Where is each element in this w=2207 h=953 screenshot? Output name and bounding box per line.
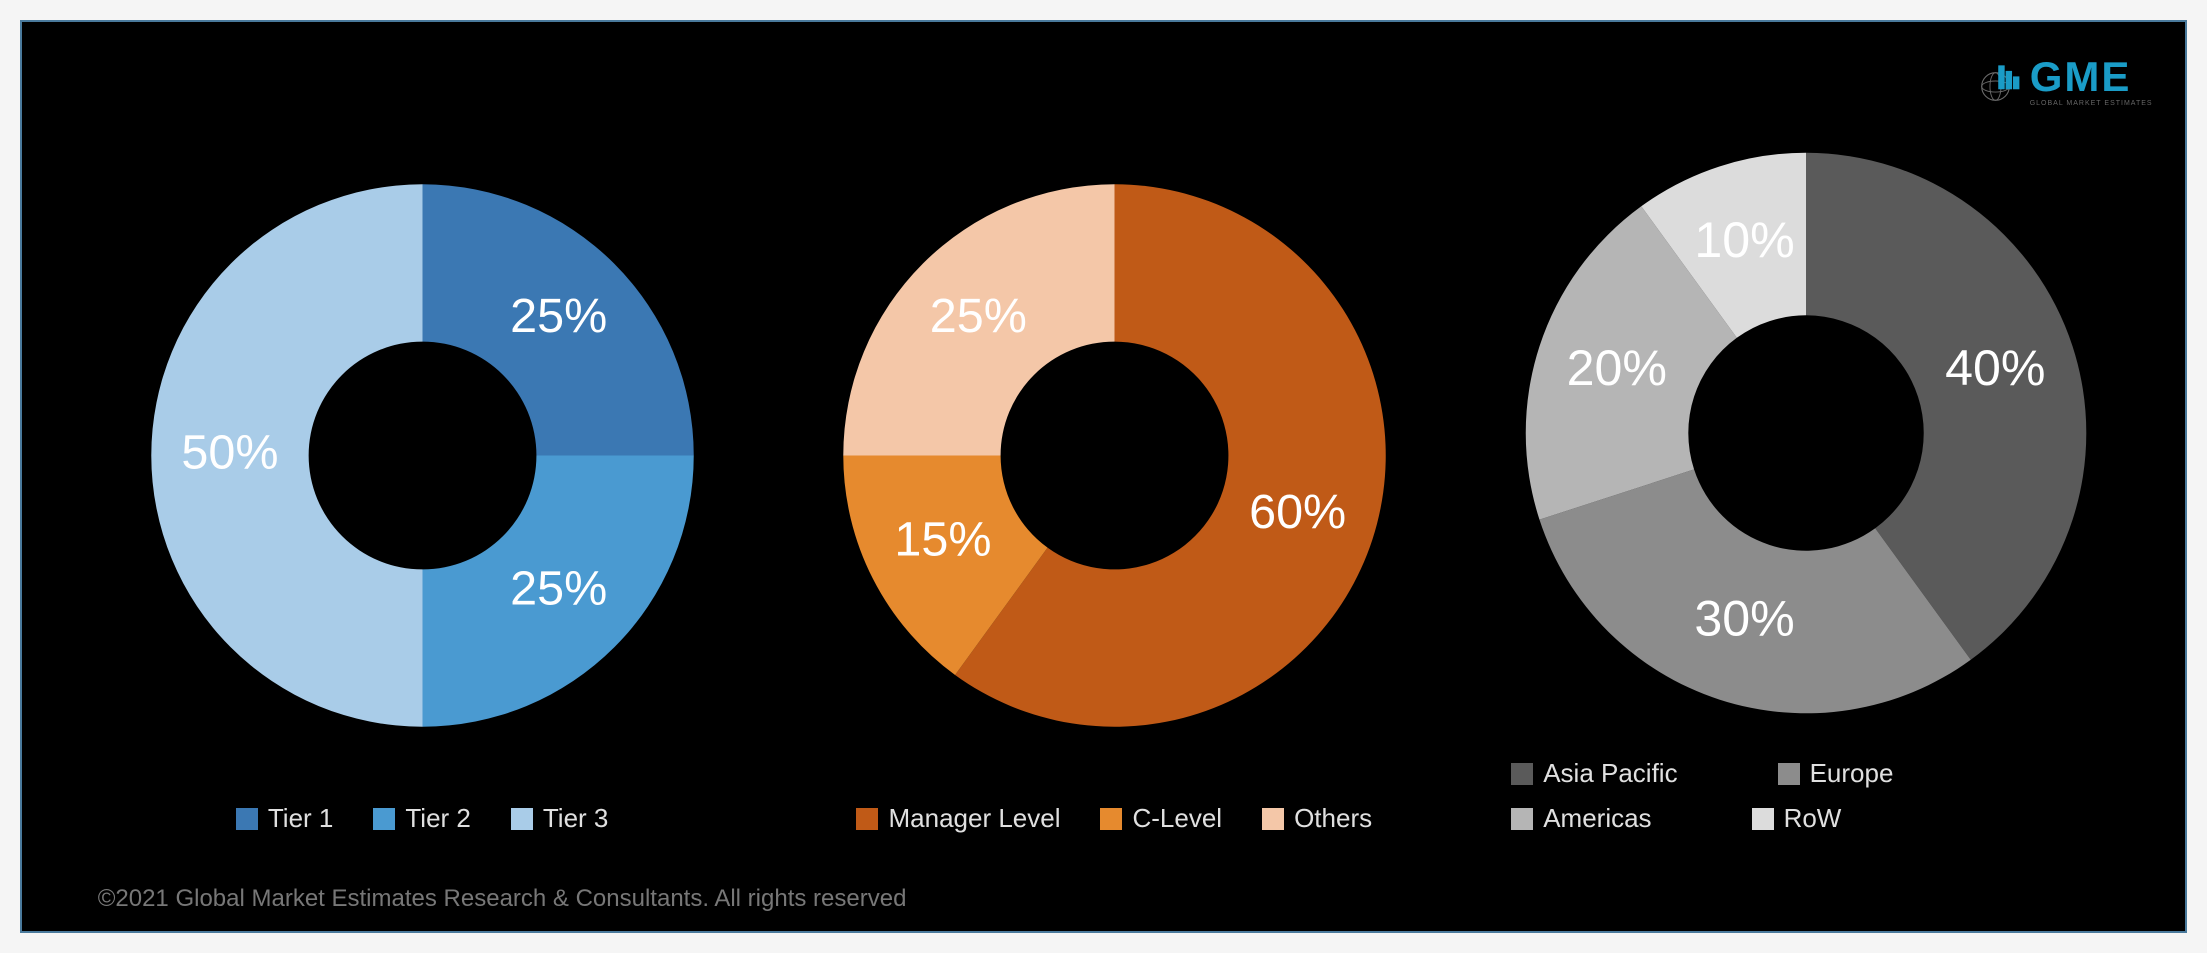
slice-percent-label: 20% <box>1567 339 1667 395</box>
copyright-text: ©2021 Global Market Estimates Research &… <box>98 885 907 913</box>
legend-swatch <box>1100 808 1122 830</box>
legend-levels: Manager Level C-Level Others <box>790 797 1439 840</box>
slice-percent-label: 40% <box>1946 339 2046 395</box>
donut-chart-tiers: 25% 25% 50% Tier 1 Tier 2 Tier 3 <box>98 113 747 840</box>
legend-swatch <box>1778 763 1800 785</box>
legend-item: Europe <box>1778 758 1894 789</box>
legend-swatch <box>373 808 395 830</box>
legend-label: Europe <box>1810 758 1894 789</box>
legend-label: C-Level <box>1132 803 1222 834</box>
slice-percent-label: 60% <box>1249 484 1346 538</box>
legend-label: Tier 3 <box>543 803 609 834</box>
logo-text: GME <box>2030 56 2153 98</box>
slice-percent-label: 15% <box>894 512 991 566</box>
legend-item: Americas <box>1511 803 1651 834</box>
legend-label: Others <box>1294 803 1372 834</box>
logo-subtext: GLOBAL MARKET ESTIMATES <box>2030 100 2153 107</box>
slice-percent-label: 50% <box>181 425 278 479</box>
slice-percent-label: 25% <box>510 561 607 615</box>
legend-swatch <box>1752 808 1774 830</box>
legend-item: Manager Level <box>856 803 1060 834</box>
legend-item: Tier 2 <box>373 803 471 834</box>
legend-label: Tier 2 <box>405 803 471 834</box>
slice-percent-label: 30% <box>1695 590 1795 646</box>
slice-percent-label: 10% <box>1695 212 1795 268</box>
legend-swatch <box>236 808 258 830</box>
legend-item: RoW <box>1752 803 1842 834</box>
legend-swatch <box>856 808 878 830</box>
slice-percent-label: 25% <box>930 289 1027 343</box>
legend-label: RoW <box>1784 803 1842 834</box>
slice-percent-label: 25% <box>510 289 607 343</box>
legend-label: Manager Level <box>888 803 1060 834</box>
legend-swatch <box>1262 808 1284 830</box>
legend-label: Asia Pacific <box>1543 758 1677 789</box>
legend-tiers: Tier 1 Tier 2 Tier 3 <box>98 797 747 840</box>
chart-frame: GME GLOBAL MARKET ESTIMATES 25% 25% 50% Ti… <box>20 20 2187 933</box>
legend-swatch <box>1511 808 1533 830</box>
legend-item: Tier 3 <box>511 803 609 834</box>
legend-swatch <box>1511 763 1533 785</box>
legend-swatch <box>511 808 533 830</box>
legend-label: Tier 1 <box>268 803 334 834</box>
globe-building-icon <box>1978 58 2024 104</box>
brand-logo: GME GLOBAL MARKET ESTIMATES <box>1978 40 2153 122</box>
legend-item: Others <box>1262 803 1372 834</box>
legend-regions: Asia Pacific Europe Americas RoW <box>1471 752 2142 840</box>
legend-label: Americas <box>1543 803 1651 834</box>
legend-item: Tier 1 <box>236 803 334 834</box>
legend-item: Asia Pacific <box>1511 758 1677 789</box>
donut-chart-regions: 40% 30% 20% 10% Asia Pacific Europe Americas R… <box>1471 113 2142 840</box>
legend-item: C-Level <box>1100 803 1222 834</box>
donut-chart-levels: 60% 15% 25% Manager Level C-Level Others <box>790 113 1439 840</box>
